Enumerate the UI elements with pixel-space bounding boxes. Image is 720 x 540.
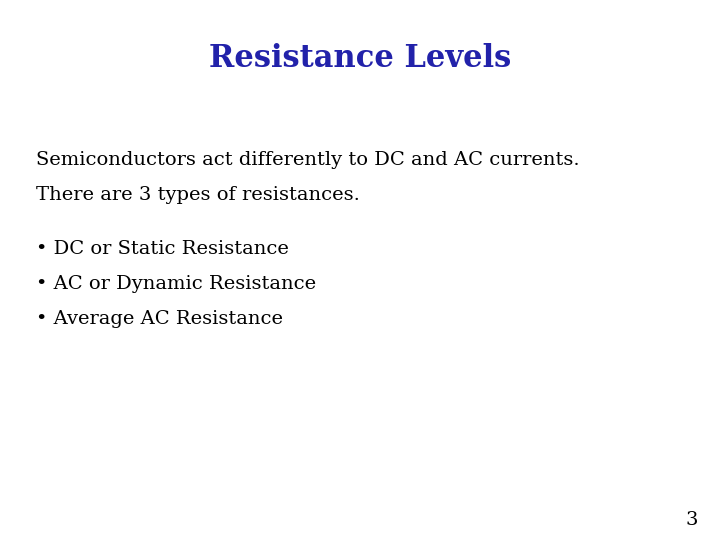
Text: • DC or Static Resistance: • DC or Static Resistance: [36, 240, 289, 258]
Text: Semiconductors act differently to DC and AC currents.: Semiconductors act differently to DC and…: [36, 151, 580, 169]
Text: 3: 3: [686, 511, 698, 529]
Text: • AC or Dynamic Resistance: • AC or Dynamic Resistance: [36, 275, 316, 293]
Text: Resistance Levels: Resistance Levels: [209, 43, 511, 74]
Text: There are 3 types of resistances.: There are 3 types of resistances.: [36, 186, 360, 204]
Text: • Average AC Resistance: • Average AC Resistance: [36, 310, 283, 328]
